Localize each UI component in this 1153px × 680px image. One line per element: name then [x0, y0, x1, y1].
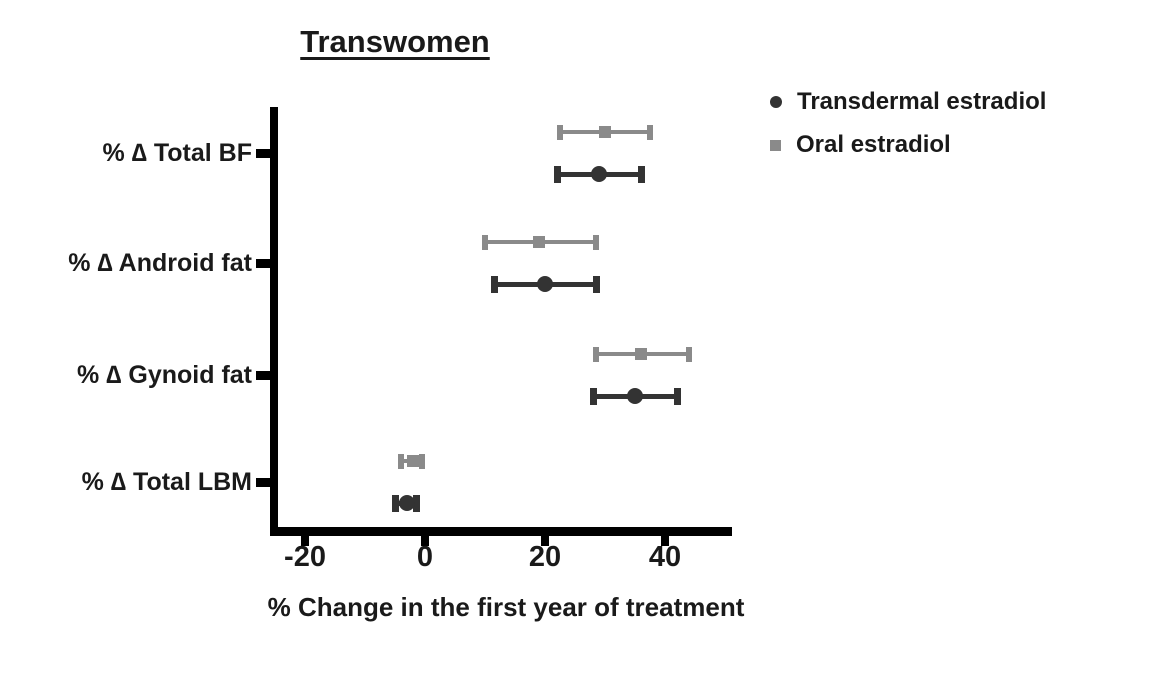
chart-title: Transwomen: [300, 24, 490, 59]
error-bar-cap: [490, 275, 498, 293]
x-tick-label: 40: [648, 541, 682, 573]
data-point-circle-marker: [627, 388, 643, 404]
square-marker-icon: [770, 139, 781, 151]
data-point-circle-marker: [537, 276, 553, 292]
error-bar-cap: [589, 387, 597, 405]
error-bar-cap: [686, 346, 692, 362]
circle-marker-icon: [770, 96, 782, 108]
legend-label-transdermal: Transdermal estradiol: [797, 88, 1047, 115]
x-tick-label: 0: [416, 541, 434, 573]
data-point-square-marker: [599, 126, 611, 138]
error-bar-cap: [553, 165, 561, 183]
data-point-square-marker: [533, 236, 545, 248]
data-point-circle-marker: [399, 495, 415, 511]
error-bar-cap: [557, 124, 563, 140]
data-point-square-marker: [407, 455, 419, 467]
category-label-android-fat: % ∆ Android fat: [68, 249, 252, 277]
data-point-square-marker: [635, 348, 647, 360]
x-axis-tick: [541, 536, 549, 546]
category-label-total-lbm: % ∆ Total LBM: [81, 468, 252, 496]
error-bar-cap: [593, 346, 599, 362]
legend: Transdermal estradiol Oral estradiol: [770, 86, 1150, 172]
x-axis-tick: [421, 536, 429, 546]
error-bar-cap: [637, 165, 645, 183]
y-axis-tick: [256, 371, 270, 380]
error-bar-cap: [482, 234, 488, 250]
legend-item-oral: Oral estradiol: [770, 129, 1150, 161]
error-bar-cap: [398, 453, 404, 469]
data-point-circle-marker: [591, 166, 607, 182]
error-bar-cap: [592, 275, 600, 293]
error-bar-cap: [391, 494, 399, 512]
x-axis-title: % Change in the first year of treatment: [267, 592, 745, 622]
x-tick-label: -20: [284, 541, 326, 573]
error-bar-cap: [647, 124, 653, 140]
legend-label-oral: Oral estradiol: [796, 131, 951, 158]
category-label-total-bf: % ∆ Total BF: [102, 139, 252, 167]
legend-item-transdermal: Transdermal estradiol: [770, 86, 1150, 118]
error-bar-cap: [673, 387, 681, 405]
x-tick-label: 20: [528, 541, 562, 573]
error-bar-cap: [412, 494, 420, 512]
y-axis-tick: [256, 478, 270, 487]
y-axis-tick: [256, 149, 270, 158]
error-bar-cap: [593, 234, 599, 250]
x-axis-tick: [301, 536, 309, 546]
category-label-gynoid-fat: % ∆ Gynoid fat: [76, 361, 252, 389]
x-axis-tick: [661, 536, 669, 546]
y-axis: [270, 107, 278, 536]
error-bar-cap: [419, 453, 425, 469]
y-axis-tick: [256, 259, 270, 268]
x-axis: [270, 527, 732, 536]
